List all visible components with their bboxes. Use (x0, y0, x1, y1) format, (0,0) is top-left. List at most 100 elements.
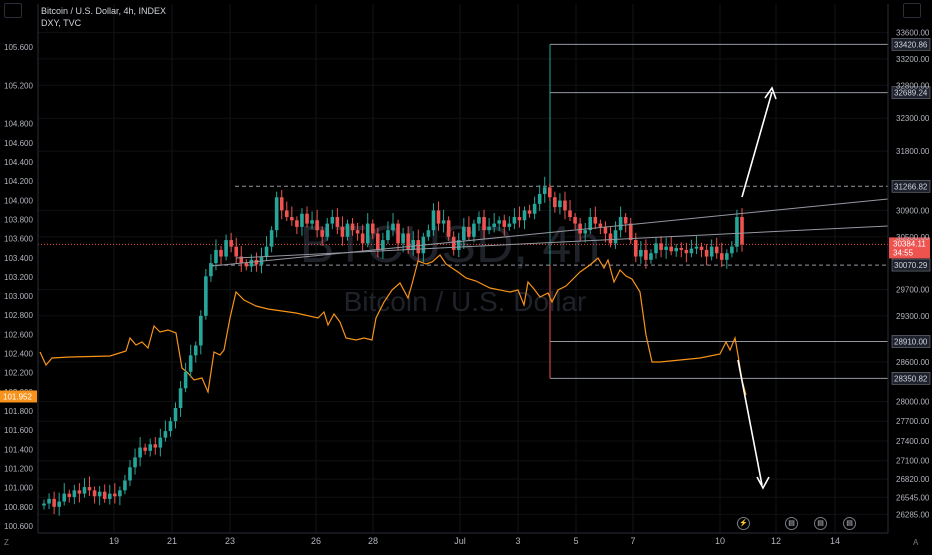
left-tick-label: 103.600 (4, 235, 33, 244)
candle-body (613, 230, 618, 244)
x-tick-label: 19 (109, 536, 119, 546)
candle-body (178, 388, 183, 409)
level-label: 28350.82 (894, 374, 928, 383)
candle-body (588, 217, 593, 231)
candle-body (669, 246, 673, 252)
candle-body (472, 223, 476, 237)
candle-body (558, 200, 562, 208)
candle-body (123, 480, 127, 491)
candle-body (659, 243, 663, 250)
candle-body (714, 246, 719, 254)
left-tick-label: 101.400 (4, 445, 33, 454)
candle-body (699, 246, 704, 250)
left-tick-label: 104.400 (4, 158, 33, 167)
candle-body (330, 217, 335, 224)
candle-body (67, 493, 72, 497)
dxy-line (39, 254, 747, 396)
candle-body (360, 233, 365, 244)
candle-body (492, 223, 496, 227)
candle-body (487, 226, 491, 231)
left-tick-label: 101.800 (4, 407, 33, 416)
level-label: 33420.86 (894, 40, 928, 49)
candle-body (320, 230, 324, 237)
candle-body (679, 247, 684, 250)
auto-scale-icon[interactable]: A (913, 538, 919, 547)
candle-body (522, 210, 527, 221)
level-label-box (891, 179, 931, 193)
x-tick-label: 26 (311, 536, 321, 546)
candle-body (345, 223, 350, 237)
left-tick-label: 105.200 (4, 81, 33, 90)
right-tick-label: 32300.00 (896, 114, 930, 123)
x-tick-label: 7 (630, 536, 635, 546)
right-tick-label: 27400.00 (896, 437, 930, 446)
bearish-arrow (737, 359, 763, 486)
us-flag-icon[interactable]: ▤ (814, 517, 827, 530)
candle-body (583, 230, 588, 234)
candle-body (553, 197, 557, 208)
candle-body (396, 223, 400, 244)
candle-body (183, 371, 188, 389)
right-tick-label: 27100.00 (896, 457, 930, 466)
candle-body (517, 217, 522, 221)
candle-body (694, 246, 699, 249)
us-flag-icon[interactable]: ▤ (843, 517, 856, 530)
candle-body (295, 220, 299, 227)
rising-trendline (211, 198, 889, 267)
scale-z-icon[interactable]: Z (4, 538, 9, 547)
right-tick-label: 26285.00 (896, 510, 930, 519)
x-tick-label: Jul (454, 536, 466, 546)
candle-body (52, 498, 56, 507)
candle-body (138, 447, 142, 458)
level-label: 32689.24 (894, 89, 928, 98)
candle-body (57, 501, 61, 507)
candle-body (244, 263, 249, 267)
left-tick-label: 101.200 (4, 465, 33, 474)
candle-body (143, 447, 147, 451)
dxy-current-box (0, 390, 37, 403)
lightning-icon[interactable]: ⚡ (737, 517, 750, 530)
level-label-box (891, 335, 931, 348)
candle-body (689, 248, 694, 254)
candle-body (451, 236, 456, 250)
layout-button-right[interactable] (903, 3, 921, 18)
right-tick-label: 33600.00 (896, 29, 930, 38)
candle-body (467, 226, 471, 237)
candle-body (168, 421, 173, 432)
candle-body (608, 233, 613, 244)
layout-button-left[interactable] (4, 3, 22, 18)
price-levels: 33420.86 32689.24 31266.82 30070.29 28910.00… (38, 38, 931, 385)
candle-body (365, 223, 370, 244)
level-label-box (891, 372, 931, 385)
level-label: 30070.29 (894, 261, 928, 270)
left-tick-label: 102.600 (4, 330, 33, 339)
candle-body (573, 217, 577, 224)
rising-trendline-2 (235, 225, 889, 259)
candle-body (578, 223, 582, 234)
x-tick-label: 14 (830, 536, 840, 546)
candle-body (436, 210, 441, 224)
candle-body (209, 263, 213, 277)
right-tick-label: 31800.00 (896, 147, 930, 156)
right-tick-label: 26820.00 (896, 475, 930, 484)
candle-body (279, 197, 284, 211)
left-tick-label: 101.000 (4, 484, 33, 493)
us-flag-icon[interactable]: ▤ (785, 517, 798, 530)
right-tick-label: 28000.00 (896, 397, 930, 406)
candle-body (102, 491, 107, 499)
candle-body (193, 345, 198, 356)
candle-body (173, 408, 178, 422)
candle-body (628, 223, 633, 241)
candle-body (568, 210, 572, 218)
chart-title: Bitcoin / U.S. Dollar, 4h, INDEX (41, 6, 167, 16)
candle-body (133, 457, 137, 468)
candle-body (118, 490, 122, 497)
candle-body (664, 246, 668, 250)
candle-body (563, 200, 567, 211)
candle-body (355, 230, 360, 234)
candle-body (593, 217, 598, 224)
candle-body (406, 233, 410, 250)
candle-body (335, 217, 340, 227)
candle-body (310, 220, 314, 224)
